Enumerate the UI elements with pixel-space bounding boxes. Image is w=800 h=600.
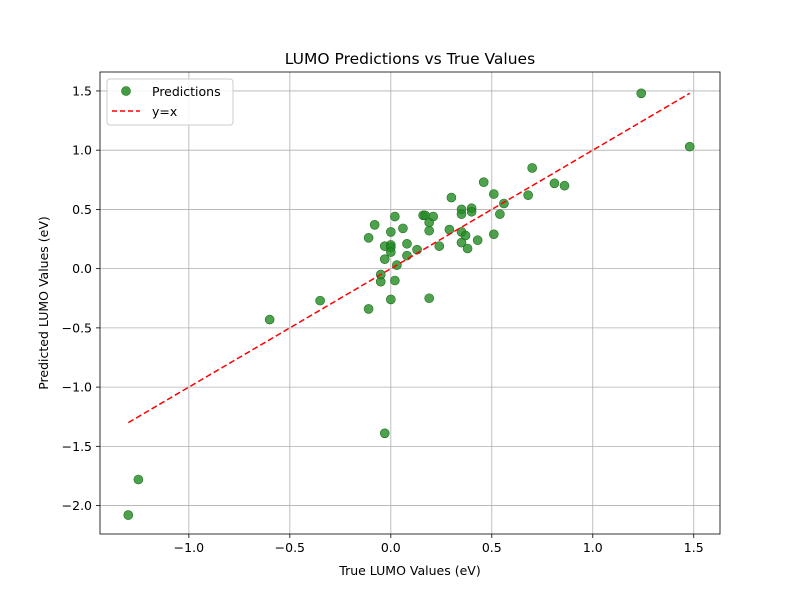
prediction-point [428,211,439,222]
y-tick-label: 0.0 [72,261,92,276]
legend-label-yx: y=x [152,104,177,119]
prediction-point [460,230,471,241]
y-tick-label: 1.5 [72,83,92,98]
y-tick-label: −0.5 [62,320,92,335]
prediction-point [402,238,412,249]
prediction-point [424,225,434,236]
prediction-point [446,192,457,203]
y-axis-ticks: −2.0 −1.5 −1.0 −0.5 0.0 0.5 1.0 1.5 [62,83,100,513]
x-tick-label: 1.5 [684,540,704,555]
prediction-point [495,209,505,219]
prediction-point [489,229,499,240]
chart-title: LUMO Predictions vs True Values [285,50,535,68]
y-tick-label: 1.0 [72,143,92,158]
prediction-point [123,510,134,520]
prediction-point [684,141,695,152]
prediction-point [523,190,533,200]
prediction-point [379,254,390,264]
prediction-point [478,177,489,187]
scatter-points [123,88,695,520]
prediction-point [424,293,434,304]
y-axis-label: Predicted LUMO Values (eV) [36,216,51,390]
legend: Predictions y=x [106,78,234,126]
prediction-point [462,243,473,254]
x-tick-label: −1.0 [174,540,204,555]
prediction-point [559,180,570,191]
prediction-point [264,314,275,325]
y-tick-label: −1.0 [62,380,92,395]
reference-line-yx [127,92,691,424]
prediction-point [363,304,374,314]
prediction-point [402,250,412,261]
axes-frame [99,71,721,535]
legend-marker-predictions [121,86,131,96]
prediction-point [363,233,374,243]
prediction-point [636,88,647,99]
x-tick-label: −0.5 [275,540,305,555]
prediction-point [390,275,400,286]
prediction-point [379,428,390,439]
x-tick-label: 1.0 [583,540,603,555]
prediction-point [398,223,408,234]
y-tick-label: −2.0 [62,498,92,513]
prediction-point [386,247,396,257]
x-tick-label: 0.5 [482,540,502,555]
legend-label-predictions: Predictions [152,84,221,99]
prediction-point [472,235,483,246]
prediction-point [390,211,400,222]
prediction-point [489,189,499,199]
x-axis-label: True LUMO Values (eV) [338,563,480,578]
prediction-point [549,178,560,189]
prediction-point [369,220,380,230]
legend-box [106,78,234,126]
prediction-point [456,209,467,219]
prediction-point [527,163,537,173]
prediction-point [434,241,445,251]
x-tick-label: 0.0 [381,540,401,555]
y-tick-label: −1.5 [62,439,92,454]
x-axis-ticks: −1.0 −0.5 0.0 0.5 1.0 1.5 [174,534,704,555]
prediction-point [466,206,477,217]
prediction-point [444,224,455,235]
y-tick-label: 0.5 [72,202,92,217]
reference-line-layer [127,92,691,424]
prediction-point [386,227,396,237]
prediction-point [456,237,467,248]
prediction-point [315,295,325,306]
prediction-point [386,294,396,305]
prediction-point [133,474,144,485]
